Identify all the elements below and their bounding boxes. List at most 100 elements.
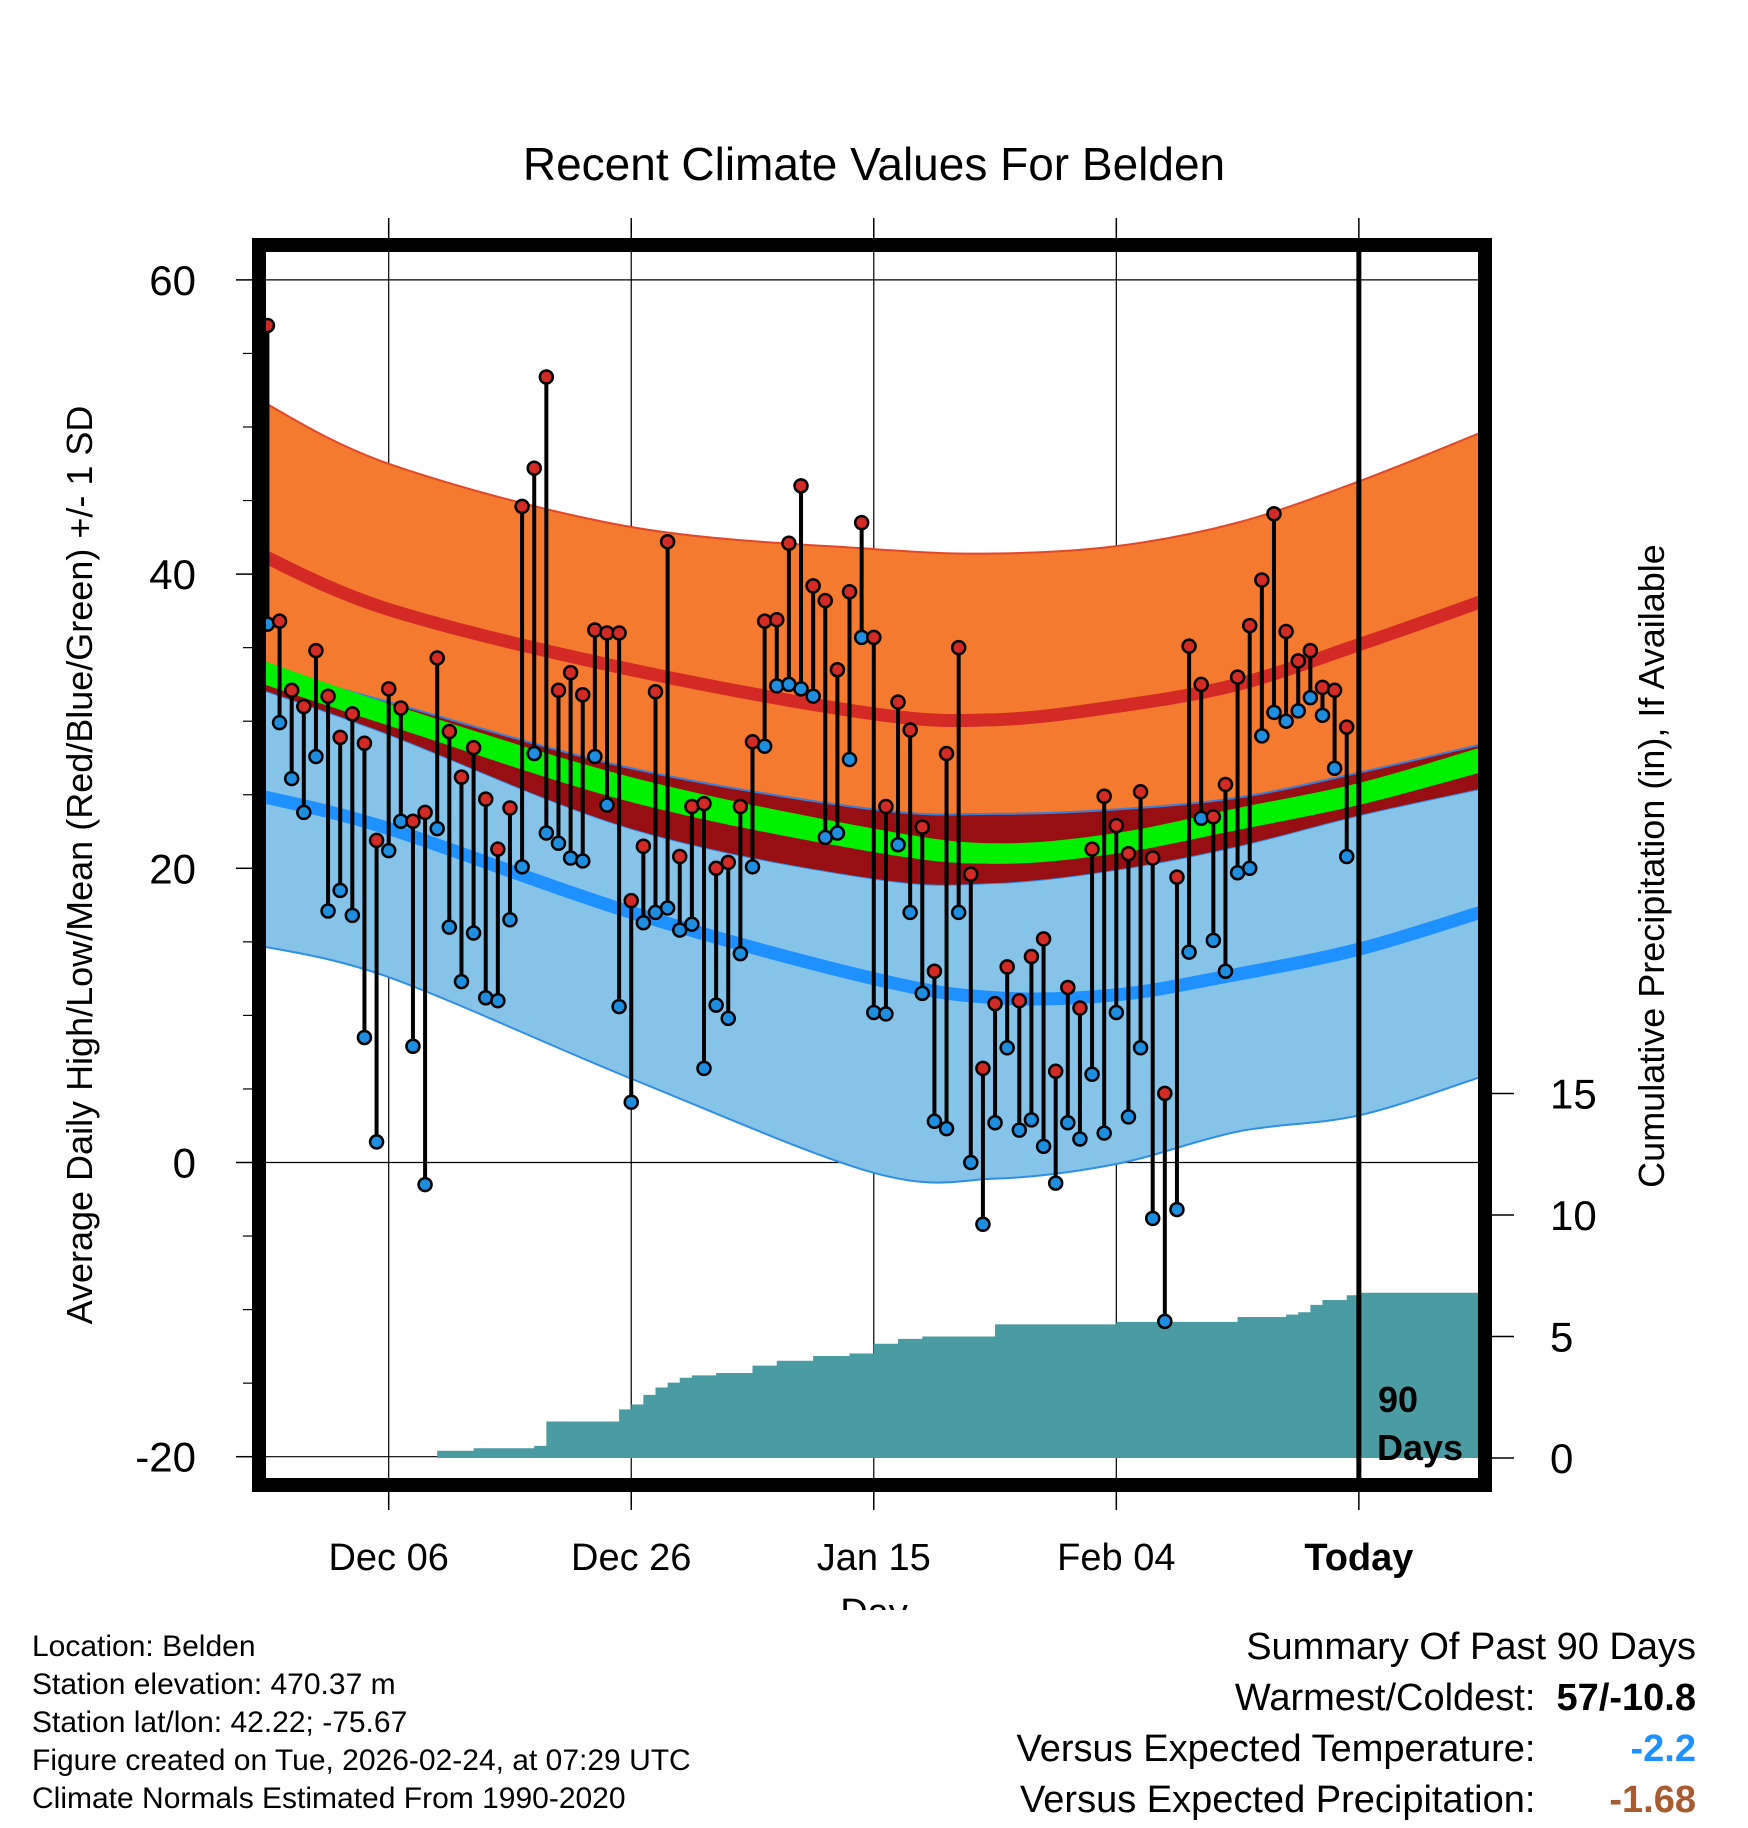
day-high-point [914, 819, 931, 835]
day-high-point [296, 698, 312, 715]
day-high-point [805, 578, 821, 594]
day-low-point [878, 1006, 894, 1022]
mean-line-band [259, 659, 1481, 864]
day-low-point [963, 1154, 979, 1171]
day-low-point [1314, 707, 1331, 724]
day-high-point [853, 514, 870, 531]
day-low-point [926, 1113, 943, 1130]
day-low-point [1217, 963, 1234, 980]
day-high-point [926, 963, 943, 980]
day-low-point [453, 973, 470, 990]
day-high-point [963, 866, 979, 882]
day-high-point [1047, 1063, 1064, 1080]
y2-tick-label-3: 15 [1550, 1071, 1597, 1118]
day-high-point [417, 804, 433, 821]
day-high-point [671, 848, 688, 865]
normals-text: Climate Normals Estimated From 1990-2020 [32, 1782, 626, 1815]
y-tick-label-4: 60 [149, 257, 196, 304]
day-high-point [320, 688, 336, 704]
today-days-label-number: 90 [1378, 1379, 1418, 1420]
day-low-point [574, 853, 591, 869]
day-low-point [368, 1134, 385, 1150]
day-high-point [1205, 809, 1222, 825]
day-low-point [296, 804, 312, 821]
day-low-point [380, 842, 397, 859]
day-low-point [975, 1216, 991, 1233]
day-high-point [1060, 979, 1076, 996]
day-low-point [514, 859, 530, 875]
day-low-point [744, 859, 761, 875]
day-high-point [1290, 653, 1306, 669]
day-low-point [1084, 1066, 1100, 1082]
day-low-point [405, 1038, 421, 1055]
day-low-point [1072, 1131, 1088, 1147]
day-high-point [1084, 841, 1100, 857]
day-low-point [708, 997, 724, 1013]
day-low-point [526, 745, 542, 762]
warmest-coldest-label: Warmest/Coldest: [1234, 1677, 1536, 1719]
day-high-point [1157, 1085, 1173, 1102]
warmest-coldest-value: 57/-10.8 [1556, 1677, 1696, 1719]
day-low-point [1254, 728, 1270, 744]
day-high-point [271, 613, 288, 629]
day-low-point [441, 919, 458, 935]
day-low-point [1181, 944, 1197, 960]
daily-high-low-series [259, 317, 1355, 1330]
precip-anomaly-value: -1.68 [1609, 1779, 1696, 1821]
day-low-point [659, 900, 676, 916]
day-low-point [914, 985, 931, 1002]
day-high-point [550, 682, 567, 699]
day-high-point [1193, 676, 1209, 693]
day-low-point [538, 825, 555, 841]
day-high-point [987, 995, 1003, 1012]
day-low-point [1023, 1112, 1040, 1128]
day-low-point [623, 1094, 639, 1110]
day-high-point [659, 533, 676, 550]
day-high-point [878, 798, 894, 815]
y-axis-label: Average Daily High/Low/Mean (Red/Blue/Gr… [59, 406, 100, 1325]
day-low-point [320, 903, 336, 919]
day-low-point [732, 945, 749, 962]
day-low-point [490, 992, 506, 1009]
day-high-point [866, 629, 882, 646]
day-low-point [938, 1120, 955, 1137]
day-low-point [429, 820, 445, 837]
day-high-point [950, 639, 967, 656]
x-axis-label: Day [840, 1592, 908, 1610]
x-tick-label-1: Dec 26 [571, 1537, 691, 1579]
y2-tick-label-0: 0 [1550, 1435, 1573, 1482]
location-text: Location: Belden [32, 1630, 256, 1663]
day-low-point [344, 907, 361, 924]
day-high-point [332, 729, 348, 746]
day-high-point [1144, 850, 1161, 866]
day-high-point [1254, 572, 1270, 588]
day-low-point [756, 738, 773, 754]
day-low-point [1047, 1175, 1064, 1191]
x-tick-label-3: Feb 04 [1057, 1537, 1175, 1579]
chart-title: Recent Climate Values For Belden [523, 138, 1225, 190]
station-info: Location: Belden Station elevation: 470.… [32, 1628, 691, 1818]
day-low-point [271, 714, 288, 731]
day-low-point [587, 748, 603, 765]
normal-low-line [259, 788, 1483, 1006]
precip-cumulative-area [259, 1292, 1481, 1458]
day-high-point [769, 611, 785, 628]
temp-anomaly-value: -2.2 [1630, 1728, 1696, 1770]
day-high-point [938, 745, 955, 762]
day-high-point [538, 369, 555, 385]
day-low-point [1266, 704, 1282, 721]
y2-axis-label: Cumulative Precipitation (in), If Availa… [1631, 544, 1672, 1188]
warmest-coldest-row: Warmest/Coldest: 57/-10.8 [1017, 1673, 1696, 1724]
day-high-point [1072, 1000, 1088, 1016]
day-high-point [781, 535, 797, 551]
day-high-point [890, 694, 906, 710]
day-high-point [720, 854, 737, 871]
y2-tick-label-1: 5 [1550, 1314, 1573, 1361]
mean-upper-edge [259, 665, 1481, 816]
day-high-point [1326, 682, 1343, 699]
day-high-point [1096, 788, 1112, 804]
day-high-point [1229, 669, 1246, 685]
day-high-point [514, 498, 530, 515]
day-low-point [793, 681, 809, 697]
elevation-text: Station elevation: 470.37 m [32, 1668, 396, 1701]
